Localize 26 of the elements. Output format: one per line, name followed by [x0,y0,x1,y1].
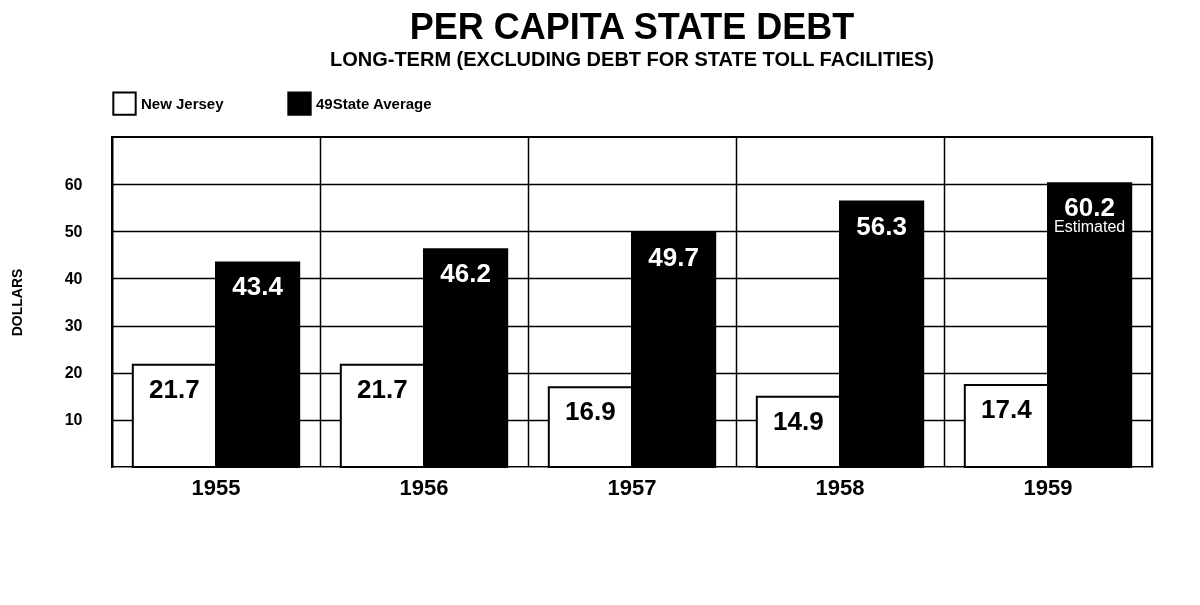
y-tick-label: 20 [64,364,83,382]
x-tick-label: 1957 [607,474,657,500]
data-label: 21.7 [149,373,200,404]
x-tick-label: 1956 [399,474,449,500]
x-tick-label: 1955 [191,474,241,500]
data-label: 46.2 [440,258,491,289]
data-label: 21.7 [357,373,408,404]
y-tick-label: 60 [64,175,83,193]
data-label: 56.3 [856,210,907,241]
x-tick-label: 1958 [815,474,865,500]
data-label: 17.4 [981,393,1033,424]
y-tick-label: 40 [64,269,83,287]
y-tick-label: 50 [64,222,83,240]
y-tick-label: 30 [64,317,83,335]
data-label: 49.7 [648,241,699,272]
x-tick-label: 1959 [1023,474,1073,500]
data-label: 14.9 [773,405,824,436]
chart-subtitle: LONG-TERM (EXCLUDING DEBT FOR STATE TOLL FACILITIES) [329,48,935,70]
legend-label: 49State Average [316,94,432,112]
y-axis-title: DOLLARS [8,268,25,337]
chart-title: PER CAPITA STATE DEBT [409,6,855,47]
y-tick-label: 10 [64,411,83,429]
legend-label: New Jersey [141,94,225,112]
data-label: 43.4 [232,271,284,302]
data-label: 16.9 [565,396,616,427]
annotation: Estimated [1054,217,1126,235]
